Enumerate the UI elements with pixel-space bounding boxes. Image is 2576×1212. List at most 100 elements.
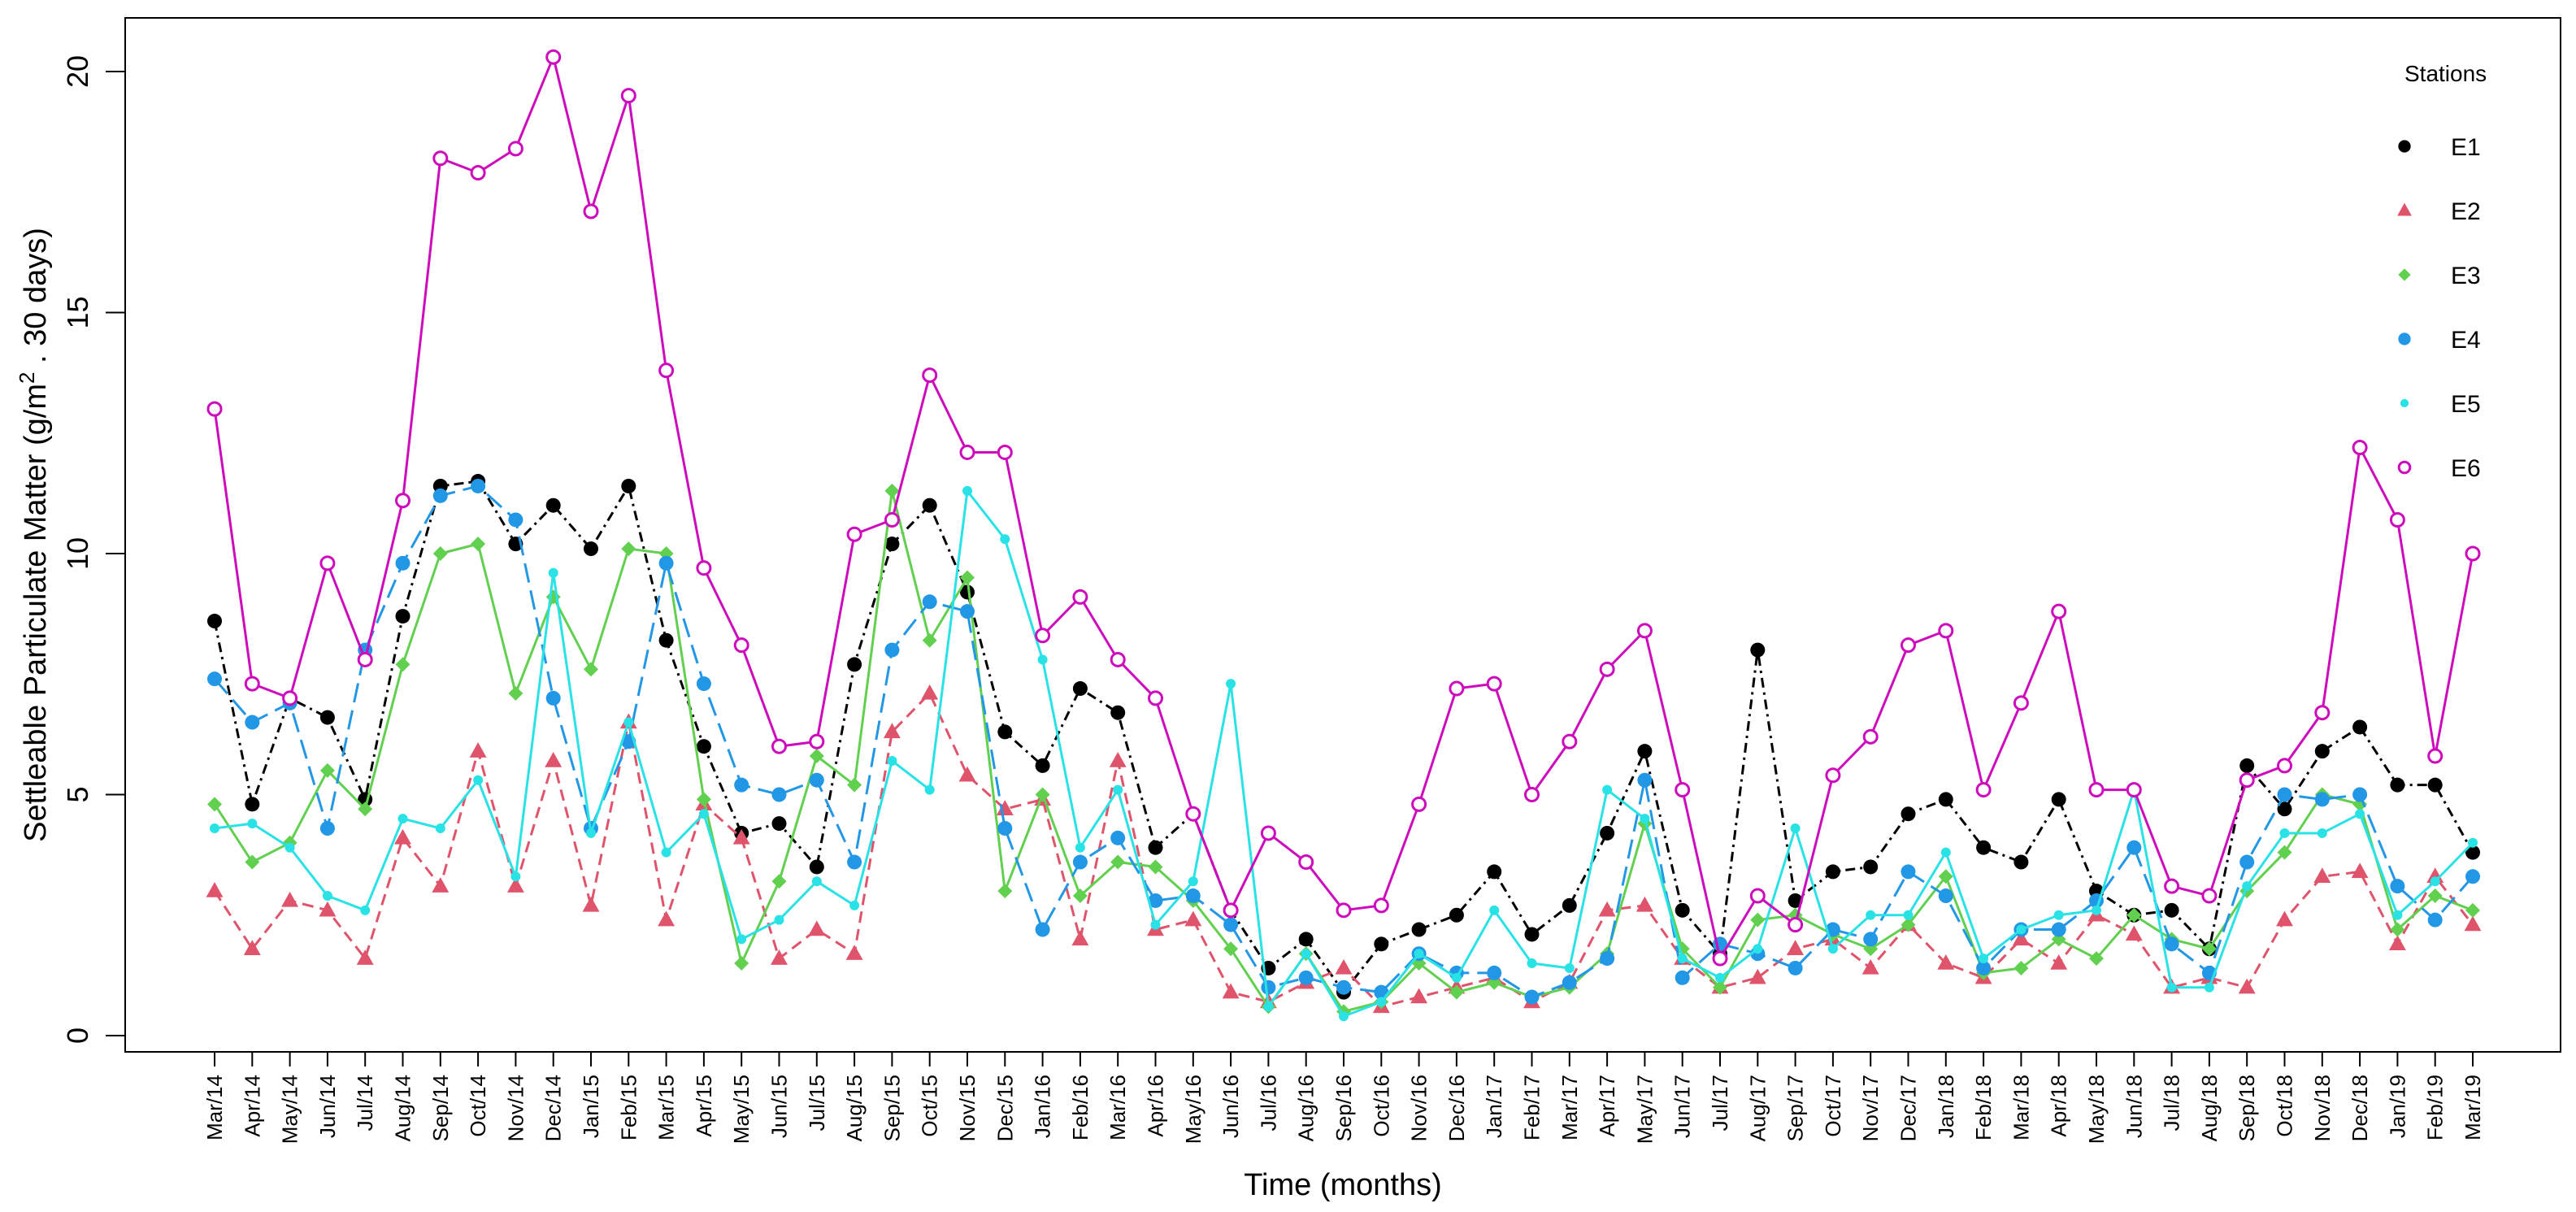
data-point [1449, 907, 1464, 923]
data-point [2390, 879, 2405, 894]
data-point [2164, 902, 2179, 918]
x-tick-label: Feb/19 [2423, 1075, 2448, 1140]
data-point [2238, 978, 2256, 994]
data-point [1600, 825, 1615, 841]
x-tick-label: Jul/16 [1256, 1075, 1280, 1131]
series-e4 [207, 478, 2480, 1005]
data-point [2388, 935, 2406, 951]
data-point [207, 797, 222, 812]
x-axis-title: Time (months) [1244, 1168, 1442, 1202]
data-point [1940, 847, 1951, 858]
data-point [962, 485, 972, 496]
data-point [809, 859, 824, 875]
data-point [1938, 888, 1953, 904]
data-point [545, 751, 563, 767]
data-point [584, 541, 598, 557]
data-point [395, 493, 411, 509]
data-point [1715, 972, 1725, 983]
data-point [2465, 902, 2480, 918]
data-point [1790, 823, 1801, 834]
x-tick-label: Aug/14 [391, 1075, 415, 1141]
data-point [1148, 840, 1163, 855]
data-point [432, 546, 448, 561]
data-point [281, 891, 299, 907]
data-point [1336, 980, 1351, 995]
data-point [432, 488, 448, 503]
x-tick-label: Mar/18 [2009, 1075, 2033, 1140]
data-point [658, 555, 674, 571]
data-point [545, 49, 562, 65]
data-point [2239, 854, 2255, 870]
x-tick-label: Dec/14 [541, 1075, 566, 1141]
data-point [1901, 864, 1916, 880]
plot-frame [124, 17, 2561, 1053]
data-point [1000, 534, 1010, 545]
data-point [395, 555, 411, 571]
data-point [847, 854, 862, 870]
data-point [1748, 968, 1766, 984]
data-point [1223, 917, 1239, 932]
data-point [883, 723, 901, 739]
y-axis-title-units: . 30 days) [19, 228, 53, 371]
x-tick-label: Oct/14 [466, 1075, 490, 1137]
data-point [548, 567, 558, 578]
data-point [1298, 854, 1314, 871]
data-point [1901, 806, 1916, 822]
x-tick-label: Jan/16 [1031, 1075, 1055, 1138]
data-point [1451, 972, 1462, 983]
x-tick-label: Aug/15 [842, 1075, 867, 1141]
data-point [809, 733, 825, 749]
data-point [846, 526, 862, 542]
data-point [2389, 511, 2405, 528]
legend-marker-e4 [2398, 332, 2411, 345]
data-point [1035, 787, 1050, 802]
data-point [1713, 980, 1727, 995]
data-point [1937, 954, 1955, 970]
data-point [959, 444, 975, 460]
data-point [1600, 951, 1615, 967]
data-point [733, 637, 749, 654]
x-tick-label: Feb/15 [616, 1075, 641, 1140]
legend-label-e2: E2 [2451, 198, 2481, 225]
data-point [2050, 954, 2068, 970]
data-point [1938, 623, 1954, 639]
x-tick-label: Sep/15 [880, 1075, 904, 1141]
data-point [809, 749, 824, 764]
data-point [397, 814, 408, 824]
data-point [924, 784, 935, 795]
data-point [1374, 936, 1389, 952]
data-point [247, 819, 258, 829]
data-point [1185, 806, 1201, 822]
legend: Stations E1 E2 E3 E4 E5 E6 [2397, 61, 2487, 482]
data-point [1903, 910, 1914, 920]
data-point [1866, 910, 1876, 920]
x-tick-label: Jul/17 [1708, 1075, 1732, 1131]
data-point [1071, 930, 1089, 946]
data-point [1148, 859, 1163, 875]
data-point [358, 801, 373, 817]
data-point [2125, 925, 2143, 941]
data-point [1938, 792, 1953, 807]
y-axis-title-main: Settleable Particulate Matter (g/m [19, 384, 53, 842]
data-point [997, 444, 1013, 460]
data-point [322, 891, 332, 901]
data-point [1602, 784, 1613, 795]
data-point [2092, 905, 2101, 915]
data-point [1938, 869, 1953, 884]
y-tick-label: 10 [61, 537, 94, 570]
data-point [2277, 801, 2292, 817]
data-point [847, 657, 862, 672]
legend-marker-e1 [2398, 140, 2411, 153]
data-point [1150, 919, 1161, 930]
x-tick-label: Nov/16 [1407, 1075, 1431, 1141]
x-tick-label: Oct/16 [1369, 1075, 1393, 1137]
y-tick-label: 20 [61, 55, 94, 88]
x-tick-label: May/17 [1632, 1075, 1657, 1144]
data-point [2013, 695, 2029, 711]
data-point [1373, 897, 1389, 914]
data-point [1753, 944, 1763, 954]
legend-marker-e3 [2398, 268, 2411, 281]
x-tick-label: Aug/16 [1294, 1075, 1318, 1141]
x-tick-label: Apr/17 [1595, 1075, 1619, 1137]
x-tick-label: Jul/15 [805, 1075, 829, 1131]
